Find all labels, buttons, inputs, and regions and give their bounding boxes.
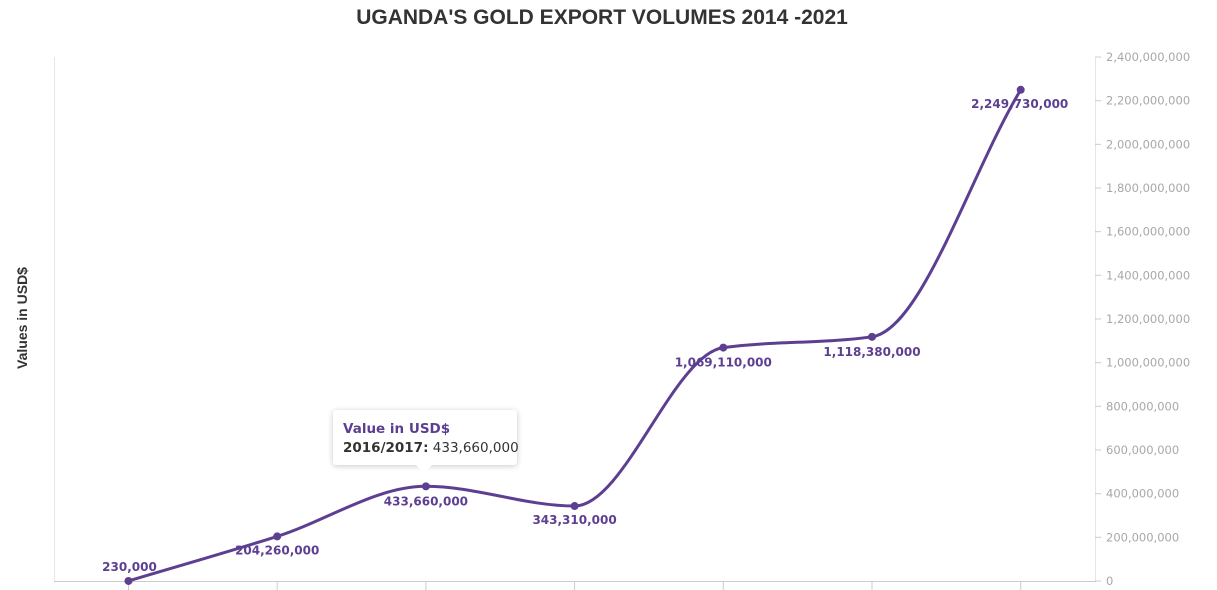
y-tick-label: 1,400,000,000 xyxy=(1106,268,1190,282)
y-tick-label: 600,000,000 xyxy=(1106,443,1179,457)
data-label: 1,069,110,000 xyxy=(675,356,772,370)
y-tick-label: 2,200,000,000 xyxy=(1106,94,1190,108)
y-axis-title: Values in USD$ xyxy=(14,267,30,369)
y-tick-label: 800,000,000 xyxy=(1106,399,1179,413)
data-point[interactable] xyxy=(719,343,728,352)
chart-title: UGANDA'S GOLD EXPORT VOLUMES 2014 -2021 xyxy=(356,6,848,29)
tooltip-value: 433,660,000 xyxy=(432,440,519,456)
y-tick-label: 400,000,000 xyxy=(1106,487,1179,501)
tooltip: Value in USD$ 2016/2017: 433,660,000 xyxy=(333,410,519,473)
data-point[interactable] xyxy=(570,502,579,511)
data-points xyxy=(124,85,1025,585)
y-tick-label: 1,200,000,000 xyxy=(1106,312,1190,326)
y-tick-label: 0 xyxy=(1106,574,1113,588)
y-tick-label: 2,400,000,000 xyxy=(1106,50,1190,64)
data-label: 230,000 xyxy=(102,560,157,574)
data-label: 1,118,380,000 xyxy=(823,345,920,359)
y-tick-label: 1,600,000,000 xyxy=(1106,225,1190,239)
data-point[interactable] xyxy=(273,532,282,541)
tooltip-title: Value in USD$ xyxy=(343,421,451,437)
tooltip-row: 2016/2017: 433,660,000 xyxy=(343,438,519,458)
data-point[interactable] xyxy=(421,482,430,491)
y-tick-label: 1,000,000,000 xyxy=(1106,356,1190,370)
y-tick-label: 1,800,000,000 xyxy=(1106,181,1190,195)
data-point[interactable] xyxy=(868,332,876,341)
y-tick-label: 2,000,000,000 xyxy=(1106,137,1190,151)
data-label: 433,660,000 xyxy=(384,494,468,508)
tooltip-category: 2016/2017: xyxy=(343,440,429,456)
data-labels: 230,000 204,260,000 433,660,000 343,310,000… xyxy=(102,97,1068,574)
data-label: 2,249,730,000 xyxy=(971,97,1068,111)
x-axis-ticks xyxy=(128,581,1022,590)
series-line xyxy=(128,89,1022,583)
data-point[interactable] xyxy=(1016,85,1025,94)
data-label: 343,310,000 xyxy=(532,513,616,527)
y-axis-ticks: 0 200,000,000 400,000,000 600,000,000 800,00… xyxy=(1095,50,1190,588)
data-label: 204,260,000 xyxy=(235,543,319,557)
data-point[interactable] xyxy=(124,576,133,585)
y-tick-label: 200,000,000 xyxy=(1106,530,1179,544)
